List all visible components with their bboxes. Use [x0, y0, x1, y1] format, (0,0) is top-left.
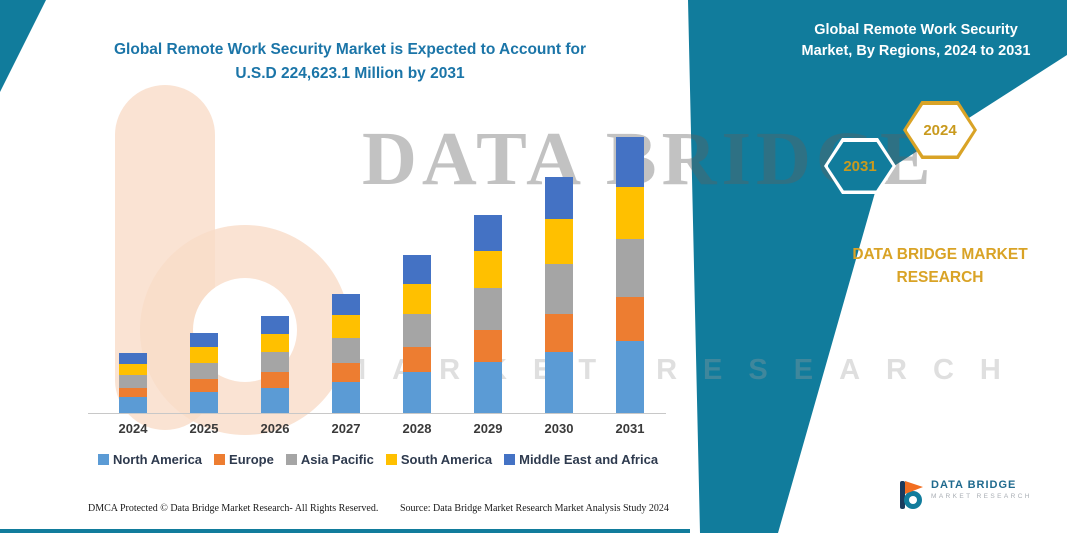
- legend-swatch: [97, 454, 109, 465]
- bar-2030: [545, 176, 573, 413]
- bar-segment: [545, 219, 573, 265]
- bar-segment: [261, 333, 289, 352]
- bar-segment: [545, 351, 573, 413]
- bar-segment: [261, 315, 289, 334]
- x-axis-label: 2026: [260, 421, 290, 436]
- bar-2031: [616, 137, 644, 413]
- bar-segment: [474, 214, 502, 251]
- bar-segment: [332, 315, 360, 338]
- brand-name: DATA BRIDGE MARKET RESEARCH: [852, 246, 1028, 286]
- bar-segment: [616, 297, 644, 342]
- hexagon-2031-label: 2031: [843, 157, 877, 175]
- company-logo-name: DATA BRIDGE: [931, 479, 1017, 491]
- x-axis-label: 2027: [331, 421, 361, 436]
- legend-label: Asia Pacific: [300, 452, 374, 467]
- bar-segment: [474, 288, 502, 330]
- bar-segment: [403, 346, 431, 372]
- ribbon-title: Global Remote Work Security Market, By R…: [770, 20, 1062, 62]
- bar-segment: [616, 186, 644, 240]
- bar-segment: [261, 351, 289, 373]
- bar-segment: [545, 313, 573, 352]
- x-axis-label: 2030: [544, 421, 574, 436]
- chart-title-line1: Global Remote Work Security Market is Ex…: [114, 41, 586, 58]
- bar-2028: [403, 255, 431, 413]
- x-axis-labels: 2024 2025 2026 2027 2028 2029 2030 2031: [88, 421, 666, 439]
- bar-2025: [190, 333, 218, 413]
- top-left-corner-shape: [0, 0, 46, 92]
- bar-segment: [119, 397, 147, 413]
- x-axis-label: 2029: [473, 421, 503, 436]
- bar-segment: [119, 387, 147, 398]
- bar-segment: [332, 363, 360, 383]
- hexagon-2024-fill: [906, 104, 974, 156]
- company-logo-tagline: MARKET RESEARCH: [931, 493, 1032, 500]
- chart-title: Global Remote Work Security Market is Ex…: [70, 38, 630, 86]
- bar-segment: [474, 329, 502, 362]
- bar-segment: [545, 176, 573, 220]
- bar-segment: [474, 361, 502, 413]
- bar-segment: [261, 372, 289, 388]
- dmca-notice: DMCA Protected © Data Bridge Market Rese…: [88, 503, 379, 514]
- legend-label: Europe: [229, 452, 274, 467]
- x-axis-label: 2024: [118, 421, 148, 436]
- bar-segment: [403, 313, 431, 347]
- bar-2027: [332, 293, 360, 413]
- legend-swatch: [285, 454, 297, 465]
- legend-item: Asia Pacific: [285, 452, 374, 467]
- legend-item: South America: [385, 452, 493, 467]
- market-research-watermark: MARKET RESEARCH: [342, 354, 1027, 386]
- bar-segment: [474, 250, 502, 289]
- bar-2024: [119, 352, 147, 413]
- bar-segment: [332, 382, 360, 413]
- legend: North America Europe Asia Pacific South Ame…: [78, 452, 678, 467]
- legend-swatch: [385, 454, 397, 465]
- bar-segment: [190, 392, 218, 413]
- legend-label: North America: [112, 452, 203, 467]
- bar-segment: [403, 283, 431, 314]
- ribbon-title-line2: Market, By Regions, 2024 to 2031: [801, 43, 1031, 59]
- bar-segment: [403, 255, 431, 284]
- ribbon-title-line1: Global Remote Work Security: [814, 22, 1018, 38]
- plot-area: [88, 130, 666, 414]
- bar-segment: [119, 363, 147, 376]
- legend-item: Europe: [214, 452, 274, 467]
- bar-segment: [190, 379, 218, 393]
- bottom-rule: [0, 529, 690, 533]
- bar-segment: [332, 337, 360, 364]
- bar-2026: [261, 315, 289, 413]
- bar-segment: [190, 333, 218, 348]
- bar-segment: [616, 239, 644, 298]
- bar-segment: [119, 375, 147, 388]
- diagonal-ribbon-shape: [688, 0, 1067, 533]
- x-axis-label: 2025: [189, 421, 219, 436]
- bar-segment: [616, 341, 644, 413]
- bar-segment: [616, 137, 644, 187]
- x-axis-label: 2031: [615, 421, 645, 436]
- bar-segment: [261, 387, 289, 413]
- company-logo-icon: [900, 481, 923, 509]
- legend-item: North America: [97, 452, 203, 467]
- bar-segment: [190, 362, 218, 380]
- legend-label: South America: [400, 452, 493, 467]
- company-logo: DATA BRIDGE MARKET RESEARCH: [896, 479, 1032, 511]
- legend-swatch: [504, 454, 516, 465]
- legend-item: Middle East and Africa: [504, 452, 658, 467]
- source-note: Source: Data Bridge Market Research Mark…: [400, 503, 669, 514]
- bar-segment: [332, 293, 360, 316]
- chart-title-line2: U.S.D 224,623.1 Million by 2031: [235, 65, 465, 82]
- hexagon-2024-label: 2024: [923, 121, 957, 139]
- legend-label: Middle East and Africa: [519, 452, 659, 467]
- bar-segment: [403, 371, 431, 413]
- x-axis-label: 2028: [402, 421, 432, 436]
- bar-segment: [190, 347, 218, 363]
- legend-swatch: [214, 454, 226, 465]
- bar-segment: [545, 264, 573, 314]
- bar-segment: [119, 352, 147, 364]
- bar-2029: [474, 214, 502, 413]
